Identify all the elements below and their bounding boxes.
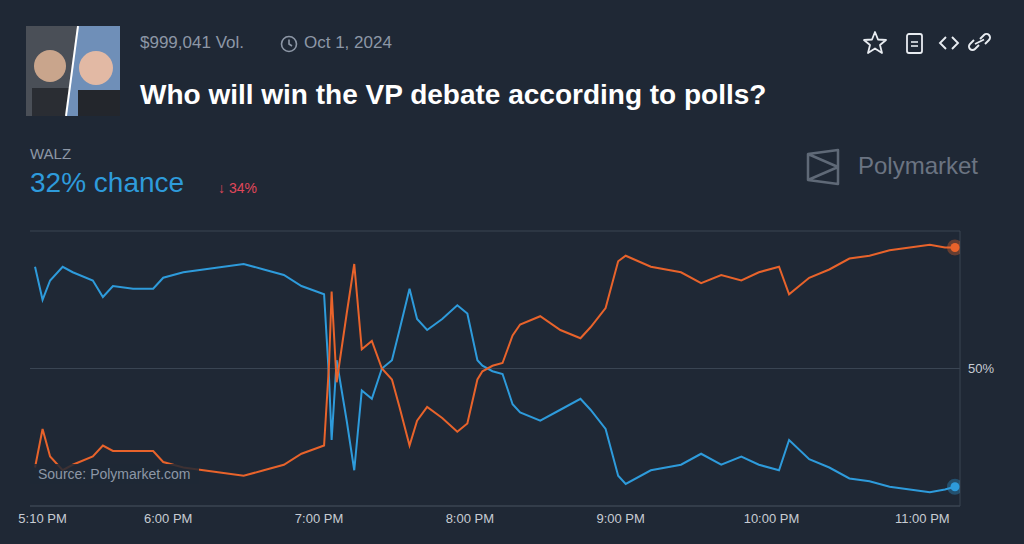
svg-text:9:00 PM: 9:00 PM <box>596 511 644 526</box>
svg-text:5:10 PM: 5:10 PM <box>18 511 66 526</box>
svg-text:10:00 PM: 10:00 PM <box>744 511 800 526</box>
svg-text:6:00 PM: 6:00 PM <box>144 511 192 526</box>
html-text:Who will win the VP debate acc: Who will win the VP debate according to … <box>140 79 767 110</box>
svg-text:7:00 PM: 7:00 PM <box>295 511 343 526</box>
html-text:WALZ: WALZ <box>30 145 72 162</box>
html-text:$999,041 Vol.: $999,041 Vol. <box>140 33 244 52</box>
svg-text:50%: 50% <box>968 361 994 376</box>
html-text:↓ 34%: ↓ 34% <box>218 180 257 196</box>
svg-text:8:00 PM: 8:00 PM <box>446 511 494 526</box>
html-text:Oct 1, 2024: Oct 1, 2024 <box>304 33 392 52</box>
html-text:Source: Polymarket.com: Source: Polymarket.com <box>38 466 191 482</box>
html-text:32% chance: 32% chance <box>30 167 185 198</box>
svg-text:11:00 PM: 11:00 PM <box>895 511 950 526</box>
html-text:Polymarket: Polymarket <box>858 152 978 179</box>
